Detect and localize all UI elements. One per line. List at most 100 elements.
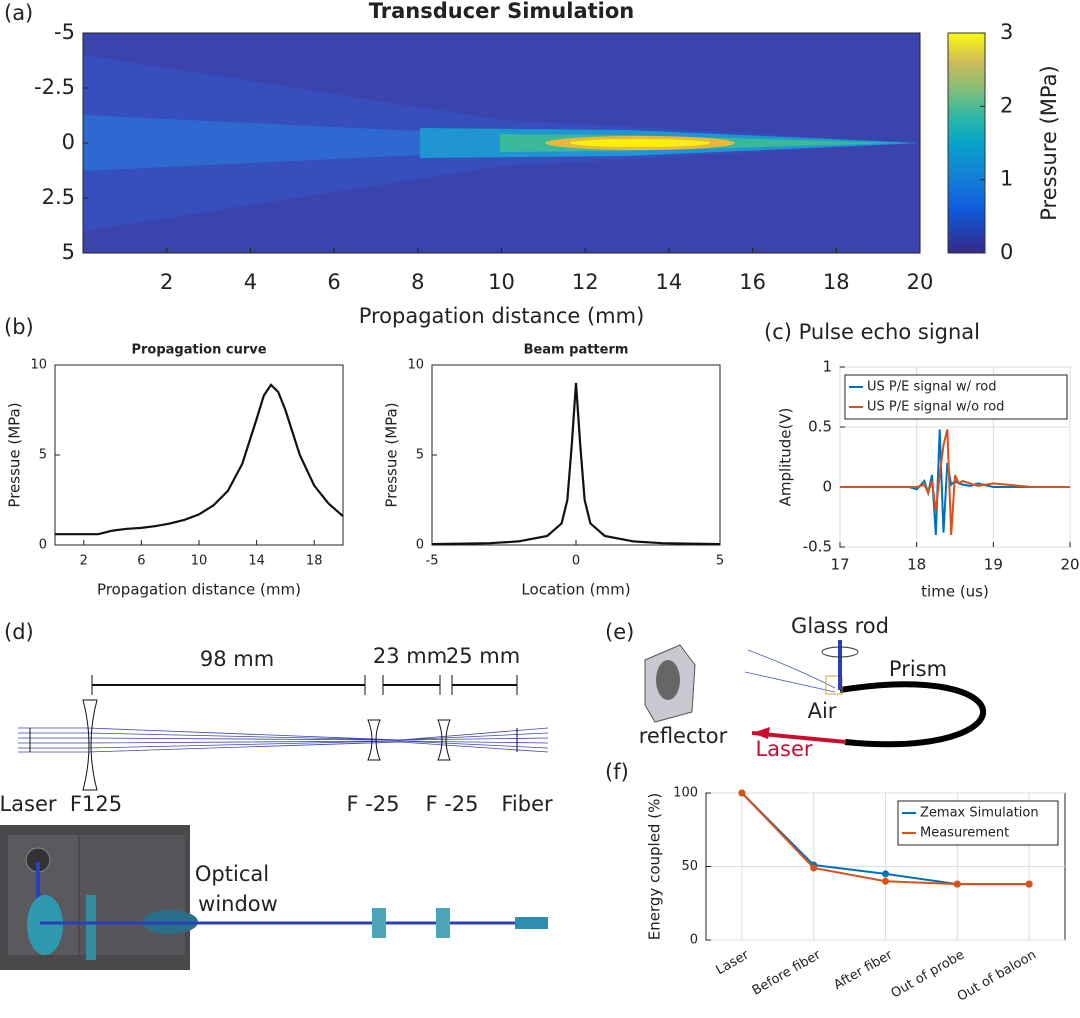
dimension-label: 98 mm	[200, 647, 274, 671]
probe-label: Prism	[889, 657, 947, 681]
x-tick-label: 19	[984, 556, 1003, 574]
legend-box	[897, 800, 1059, 846]
x-tick-label: 6	[137, 554, 145, 569]
y-axis-label: Pressue (MPa)	[6, 402, 24, 507]
data-point	[738, 789, 746, 797]
window-label: Optical	[195, 862, 269, 886]
y-tick-label: 10	[407, 358, 424, 373]
x-tick-label: -5	[426, 554, 439, 569]
data-point	[882, 870, 889, 878]
x-tick-label: 10	[191, 554, 208, 569]
x-tick-label: 16	[739, 270, 766, 294]
x-tick-label: Laser	[714, 947, 753, 978]
legend-label: US P/E signal w/o rod	[867, 400, 1004, 415]
x-tick-label: 8	[411, 270, 424, 294]
y-axis-label: Energy coupled (%)	[646, 793, 664, 940]
x-tick-label: 18	[306, 554, 323, 569]
panel-label: (b)	[4, 315, 34, 339]
panel-label: (d)	[4, 620, 34, 644]
x-tick-label: Out of baloon	[955, 948, 1039, 1005]
data-line	[55, 383, 344, 536]
y-tick-label: -0.5	[803, 538, 832, 556]
probe-label: Laser	[755, 737, 812, 761]
probe-label: Glass rod	[791, 614, 889, 638]
x-tick-label: 18	[907, 556, 926, 574]
x-tick-label: Before fiber	[750, 947, 824, 999]
x-tick-label: 12	[572, 270, 599, 294]
x-tick-label: 18	[823, 270, 850, 294]
y-tick-label: 1	[822, 358, 832, 376]
panel-label: (f)	[605, 760, 629, 784]
panel-label: (a)	[4, 1, 33, 25]
legend-label: Measurement	[920, 826, 1009, 841]
x-axis-label: Propagation distance (mm)	[359, 304, 645, 328]
y-tick-label: 0	[690, 933, 698, 948]
optics-diagram	[18, 675, 549, 791]
x-axis-label: time (us)	[921, 583, 989, 601]
x-tick-label: 10	[488, 270, 515, 294]
legend: Zemax Simulation Measurement	[897, 800, 1059, 846]
legend-box	[844, 374, 1068, 420]
data-line	[840, 429, 1070, 536]
legend-label: Zemax Simulation	[920, 806, 1039, 821]
y-tick-label: 5	[416, 448, 424, 463]
y-tick-label: 50	[681, 859, 698, 874]
x-tick-label: 2	[80, 554, 88, 569]
y-tick-label: 100	[673, 786, 698, 801]
x-tick-label: 14	[248, 554, 265, 569]
panel-label: (e)	[605, 620, 634, 644]
probe-label: reflector	[639, 724, 728, 748]
component-label: F125	[70, 792, 122, 816]
colorbar	[947, 32, 986, 254]
x-tick-label: 14	[656, 270, 683, 294]
chart-title: Beam patterm	[524, 343, 629, 358]
colorbar-tick-label: 3	[1000, 20, 1013, 44]
data-point	[953, 880, 961, 888]
x-axis-label: Propagation distance (mm)	[97, 581, 301, 599]
colorbar-label: Pressure (MPa)	[1037, 65, 1061, 220]
y-tick-label: 5	[39, 448, 47, 463]
probe-label: Air	[808, 699, 837, 723]
data-line	[840, 429, 1070, 536]
chart-title: Propagation curve	[131, 343, 266, 358]
y-axis-label: Pressue (MPa)	[383, 402, 401, 507]
probe-diagram	[644, 640, 987, 748]
y-tick-label: -2.5	[34, 75, 75, 99]
data-point	[882, 877, 889, 885]
dimension-label: 25 mm	[446, 644, 520, 668]
panel-label: (c) Pulse echo signal	[764, 320, 980, 344]
x-tick-label: 5	[716, 554, 724, 569]
data-line	[431, 382, 721, 546]
legend: US P/E signal w/ rod US P/E signal w/o ro…	[844, 374, 1068, 420]
x-tick-label: 0	[572, 554, 580, 569]
x-tick-label: 2	[160, 270, 173, 294]
legend-label: US P/E signal w/ rod	[867, 380, 996, 395]
data-point	[810, 864, 818, 872]
colorbar-tick-label: 0	[1000, 240, 1013, 264]
component-label: F -25	[346, 792, 399, 816]
optics-photo	[0, 825, 548, 970]
x-tick-label: 17	[830, 556, 849, 574]
heatmap-field	[83, 33, 920, 253]
colorbar-tick-label: 2	[1000, 93, 1013, 117]
component-label: Fiber	[501, 792, 553, 816]
data-point	[1025, 880, 1033, 888]
dimension-label: 23 mm	[373, 644, 447, 668]
y-tick-label: 10	[30, 358, 47, 373]
y-tick-label: -5	[54, 20, 75, 44]
y-tick-label: 0	[39, 538, 47, 553]
x-tick-label: 20	[1060, 556, 1079, 574]
window-label: window	[198, 892, 278, 916]
y-axis-label: Amplitude(V)	[777, 408, 795, 507]
y-tick-label: 2.5	[42, 185, 75, 209]
component-label: F -25	[425, 792, 478, 816]
y-tick-label: 0.5	[808, 418, 832, 436]
y-tick-label: 5	[62, 240, 75, 264]
y-tick-label: 0	[62, 130, 75, 154]
x-tick-label: 6	[327, 270, 340, 294]
y-tick-label: 0	[416, 538, 424, 553]
chart-title: Transducer Simulation	[369, 0, 634, 23]
colorbar-tick-label: 1	[1000, 167, 1013, 191]
x-tick-label: 4	[244, 270, 257, 294]
